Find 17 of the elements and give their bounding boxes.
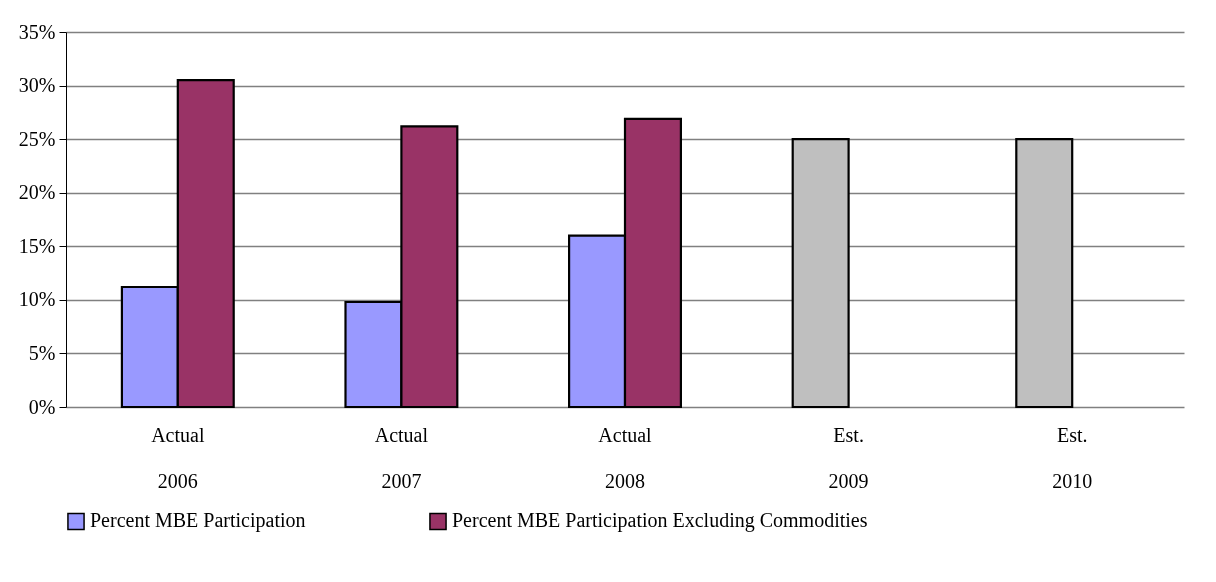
category-label: Est. 2009 (828, 423, 869, 492)
bar (791, 138, 850, 409)
category-label: Actual 2006 (151, 423, 205, 492)
y-tick-label: 5% (28, 341, 56, 364)
y-tick-label: 0% (28, 395, 56, 418)
y-tick-label: 15% (18, 234, 56, 257)
category-label: Est. 2010 (1052, 423, 1093, 492)
legend-label: Percent MBE Participation (90, 509, 306, 533)
y-tick-label: 25% (18, 127, 56, 150)
legend-label: Percent MBE Participation Excluding Commodities (452, 509, 868, 533)
y-tick-label: 35% (18, 20, 56, 43)
y-tick-label: 20% (18, 181, 56, 204)
bar (1015, 138, 1074, 409)
y-tick-label: 10% (18, 288, 56, 311)
category-label: Actual 2008 (598, 423, 652, 492)
y-tick-label: 30% (18, 74, 56, 97)
category-label: Actual 2007 (374, 423, 429, 492)
